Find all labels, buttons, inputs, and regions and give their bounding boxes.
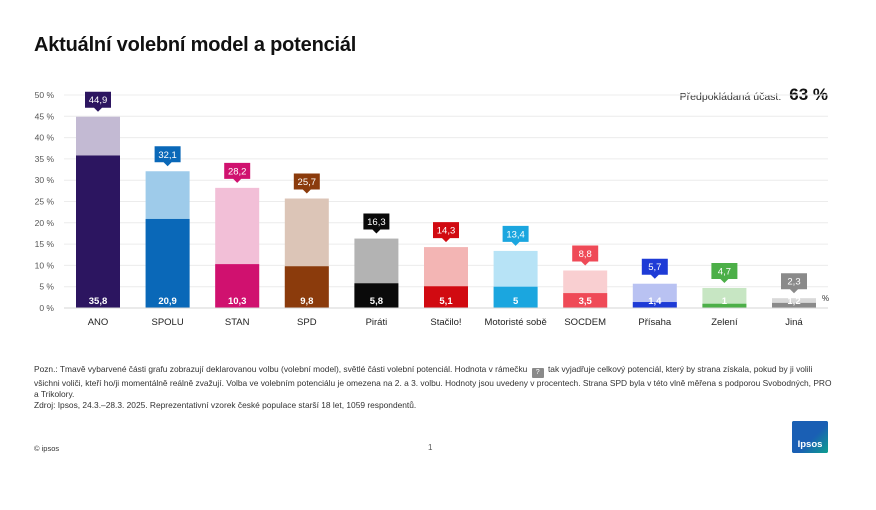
y-tick-label: 25 % (35, 197, 55, 207)
potential-value-box (85, 91, 111, 112)
category-label: SPOLU (151, 317, 183, 328)
model-value-label: 10,3 (228, 296, 247, 307)
turnout-label: Předpokládaná účast: (679, 91, 782, 103)
ipsos-logo: Ipsos (792, 421, 828, 453)
potential-value-box (363, 213, 390, 234)
model-bar (354, 283, 399, 308)
potential-value-label: 13,4 (506, 229, 525, 240)
potential-value-label: 44,9 (89, 95, 108, 106)
model-value-label: 1 (722, 296, 728, 307)
model-value-label: 1,4 (648, 296, 662, 307)
potential-value-box (781, 273, 807, 294)
logo-text: Ipsos (797, 439, 823, 450)
chart-note: Pozn.: Tmavě vybarvené části grafu zobra… (34, 364, 834, 411)
value-box-icon: ? (531, 368, 544, 378)
model-value-label: 35,8 (89, 296, 108, 307)
model-bar (632, 302, 677, 308)
potential-value-label: 5,7 (648, 262, 661, 273)
model-value-label: 5,8 (370, 296, 383, 307)
bar-chart: 0 %5 %10 %15 %20 %25 %30 %35 %40 %45 %50… (35, 90, 830, 328)
category-label: SPD (297, 317, 317, 328)
potential-bar (702, 287, 747, 308)
model-value-label: 1,2 (787, 296, 800, 307)
category-label: STAN (225, 317, 250, 328)
category-label: Jiná (785, 317, 803, 328)
model-value-label: 5 (513, 296, 519, 307)
model-bar (493, 286, 538, 308)
potential-value-label: 2,3 (787, 277, 800, 288)
y-tick-label: 15 % (35, 239, 55, 249)
y-tick-label: 45 % (35, 111, 55, 121)
note-text-after: tak vyjadřuje celkový potenciál, který b… (34, 364, 832, 399)
model-value-label: 3,5 (579, 296, 593, 307)
y-tick-label: 0 % (39, 303, 54, 313)
model-bar (284, 266, 329, 308)
model-bar (772, 302, 816, 308)
page-title: Aktuální volební model a potenciál (34, 34, 357, 56)
y-tick-label: 50 % (35, 90, 55, 100)
potential-value-label: 4,7 (718, 266, 731, 277)
category-label: Motoristé sobě (484, 317, 546, 328)
category-label: Zelení (711, 317, 738, 328)
source-note: Zdroj: Ipsos, 24.3.–28.3. 2025. Reprezen… (34, 400, 417, 410)
category-label: SOCDEM (564, 317, 606, 328)
category-label: Piráti (366, 317, 388, 328)
potential-value-box (711, 262, 738, 283)
model-bar (76, 155, 120, 308)
percent-marker: % (822, 294, 829, 303)
category-label: ANO (88, 317, 109, 328)
potential-value-label: 25,7 (298, 177, 317, 188)
potential-value-label: 8,8 (579, 249, 592, 260)
model-value-label: 9,8 (300, 296, 313, 307)
model-value-label: 5,1 (439, 296, 453, 307)
potential-value-box (154, 146, 181, 167)
category-label: Přísaha (638, 317, 671, 328)
page-number: 1 (428, 443, 433, 452)
model-bar (145, 218, 190, 308)
model-value-label: 20,9 (158, 296, 177, 307)
y-tick-label: 40 % (35, 133, 55, 143)
model-bar (702, 303, 747, 308)
potential-value-label: 16,3 (367, 217, 386, 228)
potential-value-box (502, 225, 529, 246)
y-tick-label: 20 % (35, 218, 55, 228)
note-text-before: Pozn.: Tmavě vybarvené části grafu zobra… (34, 364, 528, 374)
model-bar (563, 293, 608, 308)
y-tick-label: 35 % (35, 154, 55, 164)
potential-value-box (641, 258, 668, 279)
potential-value-label: 14,3 (437, 226, 456, 237)
y-tick-label: 5 % (39, 282, 54, 292)
potential-value-label: 28,2 (228, 166, 247, 177)
potential-value-box (293, 173, 320, 194)
potential-value-box (572, 245, 599, 266)
category-label: Stačilo! (430, 317, 461, 328)
potential-value-label: 32,1 (158, 150, 177, 161)
copyright: © ipsos (34, 444, 60, 453)
potential-value-box (433, 222, 459, 243)
model-bar (424, 286, 468, 308)
potential-value-box (224, 162, 251, 183)
y-tick-label: 30 % (35, 175, 55, 185)
model-bar (215, 264, 260, 308)
y-tick-label: 10 % (35, 260, 55, 270)
